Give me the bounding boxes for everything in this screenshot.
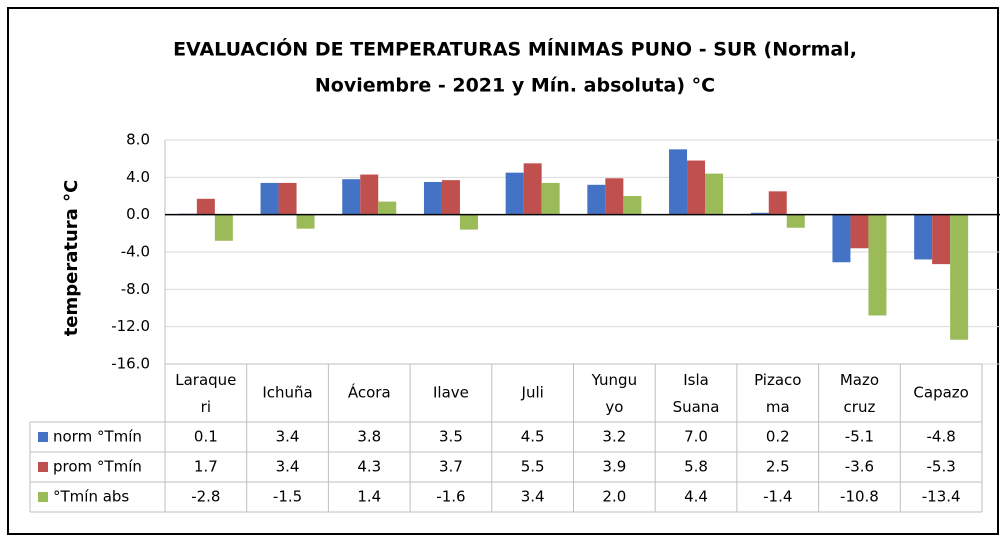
- bar: [587, 184, 606, 215]
- bar: [505, 172, 524, 215]
- bar: [786, 214, 805, 228]
- chart-title: EVALUACIÓN DE TEMPERATURAS MÍNIMAS PUNO …: [173, 37, 857, 61]
- bar: [342, 179, 361, 215]
- legend-label: norm °Tmín: [53, 428, 142, 446]
- bar: [296, 214, 315, 229]
- x-tick-label: Capazo: [913, 384, 968, 402]
- table-value: 4.4: [684, 488, 708, 506]
- bar: [850, 214, 869, 249]
- table-value: 5.8: [684, 458, 708, 476]
- table-value: 2.0: [602, 488, 626, 506]
- y-tick-label: 8.0: [126, 131, 150, 149]
- bar: [278, 182, 297, 215]
- y-tick-label: -4.0: [121, 243, 150, 261]
- bar: [378, 201, 397, 215]
- table-value: 4.5: [521, 428, 545, 446]
- bar: [196, 198, 215, 215]
- table-value: 3.4: [276, 428, 300, 446]
- chart-frame: [7, 7, 999, 535]
- table-value: 3.4: [521, 488, 545, 506]
- bar: [459, 214, 478, 230]
- y-axis-label: temperatura °C: [61, 180, 82, 337]
- y-tick-label: 0.0: [126, 205, 150, 223]
- legend-label: prom °Tmín: [53, 458, 142, 476]
- bar: [932, 214, 951, 265]
- table-value: 3.9: [602, 458, 626, 476]
- table-value: -10.8: [840, 488, 879, 506]
- table-value: 1.7: [194, 458, 218, 476]
- bar: [623, 196, 642, 215]
- table-value: -5.1: [845, 428, 874, 446]
- table-value: 0.2: [766, 428, 790, 446]
- x-tick-label: Ácora: [348, 383, 391, 402]
- bar: [687, 160, 706, 215]
- bar: [441, 180, 460, 215]
- table-value: 1.4: [357, 488, 381, 506]
- bar: [705, 173, 724, 215]
- table-value: 4.3: [357, 458, 381, 476]
- x-tick-label: Juli: [521, 384, 544, 402]
- table-value: 0.1: [194, 428, 218, 446]
- table-value: 5.5: [521, 458, 545, 476]
- bar: [950, 214, 969, 340]
- x-tick-label: Ilave: [433, 384, 469, 402]
- x-tick-label: Isla Suana: [673, 371, 720, 416]
- bar: [541, 182, 560, 215]
- y-tick-label: 4.0: [126, 168, 150, 186]
- table-value: -4.8: [927, 428, 956, 446]
- bar: [669, 149, 688, 215]
- table-value: 7.0: [684, 428, 708, 446]
- bar: [868, 214, 887, 316]
- table-value: 3.2: [602, 428, 626, 446]
- legend-swatch: [38, 432, 48, 442]
- table-value: -13.4: [922, 488, 961, 506]
- legend-label: °Tmín abs: [53, 488, 129, 506]
- bar: [260, 182, 279, 215]
- table-value: -5.3: [927, 458, 956, 476]
- table-value: -3.6: [845, 458, 874, 476]
- y-tick-label: -16.0: [111, 355, 150, 373]
- y-tick-label: -12.0: [111, 317, 150, 335]
- table-value: -1.6: [436, 488, 465, 506]
- table-value: -1.5: [273, 488, 302, 506]
- bar: [768, 191, 787, 215]
- table-value: 3.8: [357, 428, 381, 446]
- x-tick-label: Laraque ri: [175, 371, 236, 416]
- x-tick-label: Yungu yo: [591, 371, 637, 416]
- y-tick-label: -8.0: [121, 280, 150, 298]
- table-value: 3.7: [439, 458, 463, 476]
- x-tick-label: Pizaco ma: [754, 371, 801, 416]
- bar: [914, 214, 933, 260]
- bar: [360, 174, 379, 215]
- x-tick-label: Mazo cruz: [840, 371, 879, 416]
- chart-title: Noviembre - 2021 y Mín. absoluta) °C: [315, 75, 715, 97]
- bar: [214, 214, 233, 241]
- legend-swatch: [38, 462, 48, 472]
- table-value: 3.4: [276, 458, 300, 476]
- bar: [523, 163, 542, 215]
- bar: [423, 182, 442, 215]
- x-tick-label: Ichuña: [262, 384, 312, 402]
- bar: [605, 178, 624, 215]
- table-value: 2.5: [766, 458, 790, 476]
- table-value: -2.8: [191, 488, 220, 506]
- bar: [750, 212, 769, 215]
- table-value: -1.4: [763, 488, 792, 506]
- table-value: 3.5: [439, 428, 463, 446]
- bar: [832, 214, 851, 263]
- legend-swatch: [38, 492, 48, 502]
